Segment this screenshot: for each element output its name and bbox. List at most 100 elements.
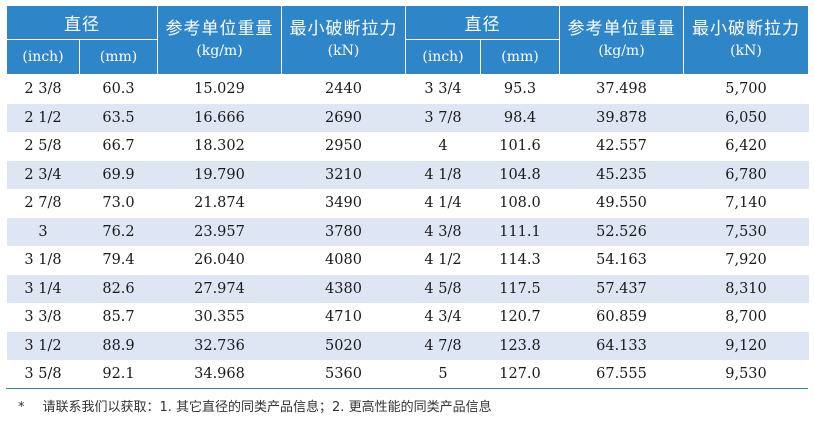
cell-inch-right: 4 1/2 <box>405 246 481 275</box>
cell-weight-right: 49.550 <box>559 189 684 218</box>
footnote: * 请联系我们以获取：1. 其它直径的同类产品信息；2. 更高性能的同类产品信息 <box>18 396 492 415</box>
cell-weight-left: 19.790 <box>157 160 282 189</box>
cell-mm-right: 108.0 <box>480 189 560 218</box>
header-min-break-unit: (kN) <box>730 43 762 59</box>
cell-inch-left: 2 3/8 <box>6 74 80 104</box>
cell-break-right: 6,050 <box>683 103 809 132</box>
cell-mm-right: 101.6 <box>480 132 560 161</box>
cell-mm-left: 85.7 <box>79 303 158 332</box>
header-unit-weight-label: 参考单位重量 <box>567 19 676 39</box>
header-mm-right: (mm) <box>480 39 560 75</box>
cell-mm-left: 73.0 <box>79 189 158 218</box>
cell-inch-right: 4 1/8 <box>405 160 481 189</box>
cell-inch-left: 3 1/4 <box>6 274 80 303</box>
cell-inch-left: 3 3/8 <box>6 303 80 332</box>
table-row: 2 1/2 63.5 16.666 2690 3 7/8 98.4 39.878 6,050 <box>6 103 809 132</box>
spec-table: 直径 参考单位重量 (kg/m) 最小破断拉力 (kN) 直径 参考单位重量 (… <box>6 5 809 389</box>
table-header: 直径 参考单位重量 (kg/m) 最小破断拉力 (kN) 直径 参考单位重量 (… <box>6 5 809 75</box>
cell-break-right: 6,780 <box>683 160 809 189</box>
cell-inch-right: 4 5/8 <box>405 274 481 303</box>
cell-weight-left: 27.974 <box>157 274 282 303</box>
cell-break-left: 3210 <box>281 160 406 189</box>
cell-mm-right: 120.7 <box>480 303 560 332</box>
cell-weight-left: 21.874 <box>157 189 282 218</box>
table-row: 2 3/4 69.9 19.790 3210 4 1/8 104.8 45.235 6,780 <box>6 160 809 189</box>
table-row: 3 5/8 92.1 34.968 5360 5 127.0 67.555 9,530 <box>6 360 809 389</box>
cell-break-left: 4710 <box>281 303 406 332</box>
cell-mm-left: 60.3 <box>79 74 158 104</box>
cell-inch-right: 5 <box>405 360 481 389</box>
cell-break-left: 5360 <box>281 360 406 389</box>
cell-weight-left: 30.355 <box>157 303 282 332</box>
cell-mm-left: 76.2 <box>79 217 158 246</box>
cell-inch-left: 2 3/4 <box>6 160 80 189</box>
cell-mm-right: 123.8 <box>480 331 560 360</box>
cell-break-right: 9,120 <box>683 331 809 360</box>
cell-break-right: 7,140 <box>683 189 809 218</box>
cell-break-right: 8,700 <box>683 303 809 332</box>
cell-weight-left: 26.040 <box>157 246 282 275</box>
cell-inch-left: 3 5/8 <box>6 360 80 389</box>
cell-mm-left: 92.1 <box>79 360 158 389</box>
header-unit-weight-label: 参考单位重量 <box>165 19 274 39</box>
cell-break-left: 2440 <box>281 74 406 104</box>
cell-mm-left: 88.9 <box>79 331 158 360</box>
cell-weight-left: 16.666 <box>157 103 282 132</box>
cell-mm-right: 111.1 <box>480 217 560 246</box>
header-min-break-label: 最小破断拉力 <box>289 19 398 39</box>
table-row: 3 1/8 79.4 26.040 4080 4 1/2 114.3 54.163 7,920 <box>6 246 809 275</box>
cell-mm-right: 117.5 <box>480 274 560 303</box>
cell-weight-left: 32.736 <box>157 331 282 360</box>
cell-mm-right: 114.3 <box>480 246 560 275</box>
cell-break-left: 3490 <box>281 189 406 218</box>
cell-weight-right: 37.498 <box>559 74 684 104</box>
cell-inch-left: 2 7/8 <box>6 189 80 218</box>
header-diameter-left: 直径 <box>6 5 158 40</box>
cell-inch-left: 3 1/8 <box>6 246 80 275</box>
table-row: 2 5/8 66.7 18.302 2950 4 101.6 42.557 6,420 <box>6 132 809 161</box>
table-row: 2 3/8 60.3 15.029 2440 3 3/4 95.3 37.498 5,700 <box>6 74 809 104</box>
cell-break-left: 4380 <box>281 274 406 303</box>
header-inch-right: (inch) <box>405 39 481 75</box>
cell-weight-right: 39.878 <box>559 103 684 132</box>
cell-break-right: 8,310 <box>683 274 809 303</box>
cell-inch-left: 2 5/8 <box>6 132 80 161</box>
cell-mm-left: 82.6 <box>79 274 158 303</box>
header-diameter-right: 直径 <box>405 5 560 40</box>
cell-mm-left: 79.4 <box>79 246 158 275</box>
table-row: 2 7/8 73.0 21.874 3490 4 1/4 108.0 49.550 7,140 <box>6 189 809 218</box>
cell-inch-left: 2 1/2 <box>6 103 80 132</box>
header-unit-weight-unit: (kg/m) <box>196 43 243 59</box>
table-row: 3 3/8 85.7 30.355 4710 4 3/4 120.7 60.859 8,700 <box>6 303 809 332</box>
cell-break-left: 2950 <box>281 132 406 161</box>
footnote-text: 请联系我们以获取：1. 其它直径的同类产品信息；2. 更高性能的同类产品信息 <box>42 400 492 415</box>
cell-inch-right: 4 3/8 <box>405 217 481 246</box>
cell-break-right: 6,420 <box>683 132 809 161</box>
header-unit-weight-right: 参考单位重量 (kg/m) <box>559 5 684 75</box>
cell-inch-left: 3 <box>6 217 80 246</box>
header-mm-left: (mm) <box>79 39 158 75</box>
header-min-break-right: 最小破断拉力 (kN) <box>683 5 809 75</box>
header-min-break-left: 最小破断拉力 (kN) <box>281 5 406 75</box>
header-min-break-label: 最小破断拉力 <box>692 19 800 39</box>
table-row: 3 1/4 82.6 27.974 4380 4 5/8 117.5 57.437 8,310 <box>6 274 809 303</box>
cell-break-right: 7,530 <box>683 217 809 246</box>
cell-inch-right: 3 3/4 <box>405 74 481 104</box>
cell-weight-right: 45.235 <box>559 160 684 189</box>
cell-mm-left: 66.7 <box>79 132 158 161</box>
cell-weight-right: 60.859 <box>559 303 684 332</box>
footnote-star: * <box>18 400 25 415</box>
cell-weight-right: 67.555 <box>559 360 684 389</box>
cell-weight-left: 18.302 <box>157 132 282 161</box>
cell-weight-right: 54.163 <box>559 246 684 275</box>
cell-weight-left: 23.957 <box>157 217 282 246</box>
header-min-break-unit: (kN) <box>327 43 360 59</box>
cell-break-left: 5020 <box>281 331 406 360</box>
cell-inch-right: 4 7/8 <box>405 331 481 360</box>
header-unit-weight-unit: (kg/m) <box>598 43 645 59</box>
cell-break-right: 5,700 <box>683 74 809 104</box>
cell-weight-right: 52.526 <box>559 217 684 246</box>
cell-weight-right: 64.133 <box>559 331 684 360</box>
header-inch-left: (inch) <box>6 39 80 75</box>
cell-weight-right: 42.557 <box>559 132 684 161</box>
